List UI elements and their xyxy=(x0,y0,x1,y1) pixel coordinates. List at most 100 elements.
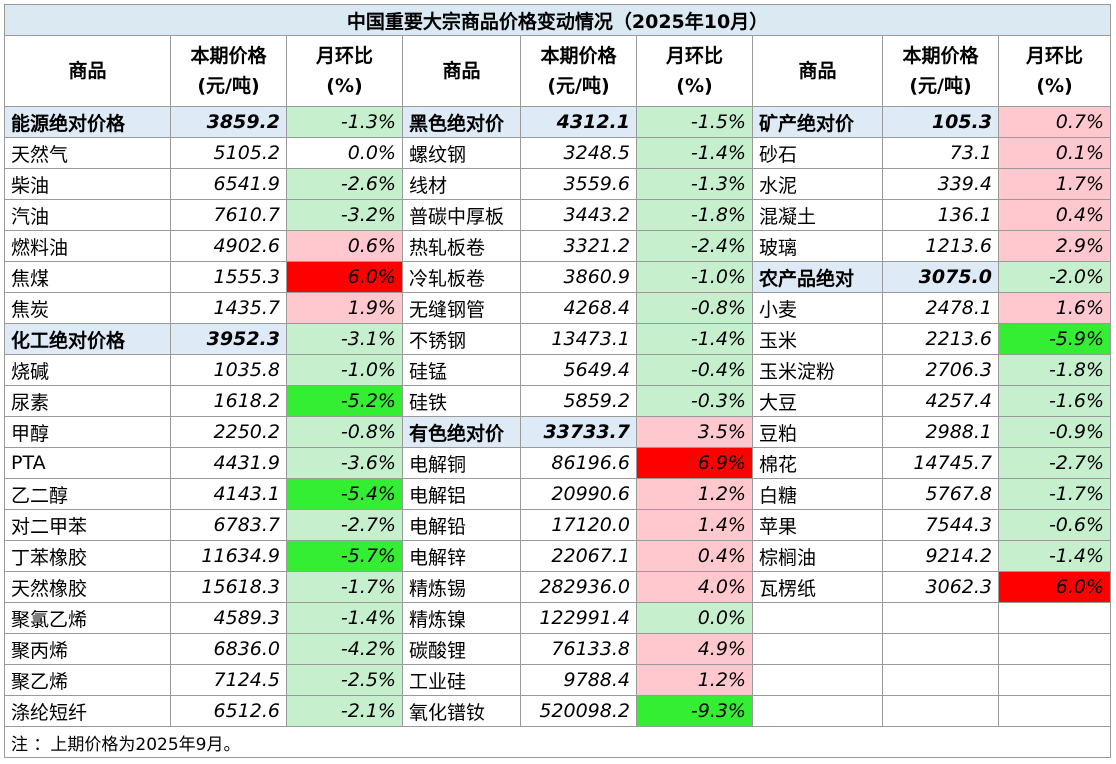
commodity-name-cell: 硅锰 xyxy=(402,354,521,386)
change-cell: 1.6% xyxy=(997,292,1112,324)
category-name-cell: 能源绝对价格 xyxy=(4,106,171,138)
price-cell: 282936.0 xyxy=(520,571,637,603)
change-cell: 2.9% xyxy=(997,230,1112,262)
category-name-cell: 化工绝对价格 xyxy=(4,323,171,355)
commodity-name-cell: 甲醇 xyxy=(4,416,171,448)
change-cell: -0.8% xyxy=(636,292,753,324)
price-cell: 2988.1 xyxy=(882,416,999,448)
commodity-name-cell: 天然气 xyxy=(4,137,171,169)
change-cell xyxy=(997,664,1112,696)
header-change: 月环比 (%) xyxy=(286,35,403,107)
commodity-name-cell: 焦煤 xyxy=(4,261,171,293)
change-cell: 0.0% xyxy=(636,602,753,634)
header-price: 本期价格 (元/吨) xyxy=(882,35,999,107)
commodity-name-cell: 不锈钢 xyxy=(402,323,521,355)
price-cell: 6541.9 xyxy=(170,168,287,200)
price-cell: 5859.2 xyxy=(520,385,637,417)
change-cell: -2.6% xyxy=(286,168,403,200)
price-cell: 4143.1 xyxy=(170,478,287,510)
commodity-name-cell xyxy=(752,602,883,634)
price-cell: 4589.3 xyxy=(170,602,287,634)
change-cell: -2.7% xyxy=(997,447,1112,479)
change-cell: 0.4% xyxy=(636,540,753,572)
change-cell: -5.7% xyxy=(286,540,403,572)
price-cell: 2250.2 xyxy=(170,416,287,448)
price-cell: 2213.6 xyxy=(882,323,999,355)
change-cell xyxy=(997,695,1112,727)
category-price-cell: 3859.2 xyxy=(170,106,287,138)
price-cell: 1555.3 xyxy=(170,261,287,293)
change-cell: -4.2% xyxy=(286,633,403,665)
change-cell: -1.3% xyxy=(636,168,753,200)
change-cell: -0.6% xyxy=(997,509,1112,541)
change-cell: -2.1% xyxy=(286,695,403,727)
commodity-name-cell: 精炼锡 xyxy=(402,571,521,603)
table-row: 天然气 5105.2 0.0% 螺纹钢 3248.5 -1.4% 砂石 73.1 0.1% xyxy=(4,137,1112,169)
category-price-cell: 4312.1 xyxy=(520,106,637,138)
change-cell: -1.3% xyxy=(286,106,403,138)
change-cell: 1.7% xyxy=(997,168,1112,200)
footnote: 注 ：上期价格为2025年9月。 xyxy=(3,726,1112,758)
table-row: 汽油 7610.7 -3.2% 普碳中厚板 3443.2 -1.8% 混凝土 136.1 0.4… xyxy=(4,199,1112,231)
commodity-name-cell: 棕榈油 xyxy=(752,540,883,572)
price-cell: 3559.6 xyxy=(520,168,637,200)
commodity-name-cell: 瓦楞纸 xyxy=(752,571,883,603)
price-cell: 2706.3 xyxy=(882,354,999,386)
change-cell: -1.6% xyxy=(997,385,1112,417)
change-cell: -3.2% xyxy=(286,199,403,231)
price-cell xyxy=(882,633,999,665)
commodity-name-cell: 烧碱 xyxy=(4,354,171,386)
price-cell: 2478.1 xyxy=(882,292,999,324)
commodity-name-cell: 螺纹钢 xyxy=(402,137,521,169)
category-price-cell: 3952.3 xyxy=(170,323,287,355)
change-cell xyxy=(997,602,1112,634)
commodity-name-cell: 白糖 xyxy=(752,478,883,510)
commodity-name-cell: PTA xyxy=(4,447,171,479)
header-price: 本期价格 (元/吨) xyxy=(170,35,287,107)
change-cell: -2.4% xyxy=(636,230,753,262)
commodity-name-cell: 小麦 xyxy=(752,292,883,324)
price-cell: 73.1 xyxy=(882,137,999,169)
change-cell: -1.4% xyxy=(636,137,753,169)
price-cell xyxy=(882,602,999,634)
commodity-name-cell: 电解铅 xyxy=(402,509,521,541)
title-row: 中国重要大宗商品价格变动情况（2025年10月） xyxy=(3,4,1112,36)
price-cell: 17120.0 xyxy=(520,509,637,541)
commodity-name-cell xyxy=(752,695,883,727)
table-row: 燃料油 4902.6 0.6% 热轧板卷 3321.2 -2.4% 玻璃 1213.6 2.9% xyxy=(4,230,1112,262)
table-row: 尿素 1618.2 -5.2% 硅铁 5859.2 -0.3% 大豆 4257.4 -1.6% xyxy=(4,385,1112,417)
change-cell: 3.5% xyxy=(636,416,753,448)
change-cell: 6.9% xyxy=(636,447,753,479)
price-cell: 9788.4 xyxy=(520,664,637,696)
change-cell: 1.2% xyxy=(636,664,753,696)
change-cell: 6.0% xyxy=(997,571,1112,603)
change-cell: 1.9% xyxy=(286,292,403,324)
category-price-cell: 33733.7 xyxy=(520,416,637,448)
commodity-name-cell: 精炼镍 xyxy=(402,602,521,634)
price-cell: 4902.6 xyxy=(170,230,287,262)
change-cell: -3.1% xyxy=(286,323,403,355)
price-cell: 76133.8 xyxy=(520,633,637,665)
category-price-cell: 3075.0 xyxy=(882,261,999,293)
commodity-name-cell: 对二甲苯 xyxy=(4,509,171,541)
price-cell: 6836.0 xyxy=(170,633,287,665)
price-cell xyxy=(882,664,999,696)
table-row: 涤纶短纤 6512.6 -2.1% 氧化镨钕 520098.2 -9.3% xyxy=(4,695,1112,727)
price-cell: 1213.6 xyxy=(882,230,999,262)
table-row: 对二甲苯 6783.7 -2.7% 电解铅 17120.0 1.4% 苹果 7544.3 -0.… xyxy=(4,509,1112,541)
price-cell: 520098.2 xyxy=(520,695,637,727)
price-cell: 9214.2 xyxy=(882,540,999,572)
change-cell: -3.6% xyxy=(286,447,403,479)
change-cell: 4.0% xyxy=(636,571,753,603)
commodity-name-cell: 电解铝 xyxy=(402,478,521,510)
price-cell: 3860.9 xyxy=(520,261,637,293)
commodity-name-cell: 涤纶短纤 xyxy=(4,695,171,727)
commodity-name-cell: 苹果 xyxy=(752,509,883,541)
category-price-cell: 105.3 xyxy=(882,106,999,138)
change-cell: -0.4% xyxy=(636,354,753,386)
commodity-name-cell: 碳酸锂 xyxy=(402,633,521,665)
price-cell: 7124.5 xyxy=(170,664,287,696)
change-cell: -1.8% xyxy=(997,354,1112,386)
commodity-name-cell: 线材 xyxy=(402,168,521,200)
table-row: 聚丙烯 6836.0 -4.2% 碳酸锂 76133.8 4.9% xyxy=(4,633,1112,665)
